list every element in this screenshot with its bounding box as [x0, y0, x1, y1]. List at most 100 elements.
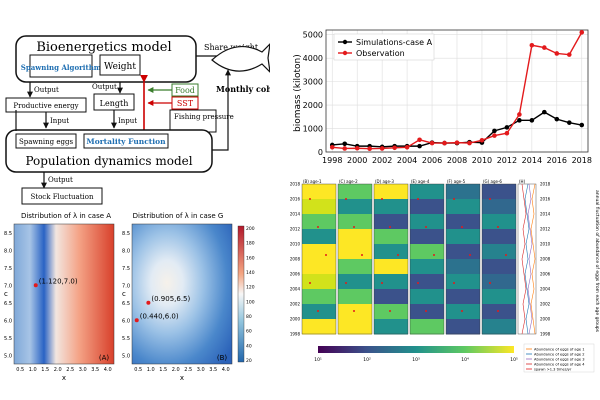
colorbar-tick-label: 20 [246, 358, 252, 364]
spawn-marker [453, 282, 455, 284]
spawn-marker [345, 282, 347, 284]
input-label-2: Input [118, 117, 137, 125]
series-point-1 [329, 145, 335, 150]
colorbar-tick-label: 40 [246, 343, 252, 349]
abundance-panel-frame [517, 183, 537, 335]
ylabel-b: c [122, 290, 126, 298]
x-tick-label: 2014 [522, 156, 542, 165]
y-tick-label: 2004 [290, 287, 301, 292]
xlabel-b: x [180, 374, 184, 382]
spawn-marker [453, 198, 455, 200]
x-tick-label: 2008 [447, 156, 467, 165]
y-tick-label: 2008 [290, 257, 301, 262]
mortality-function-box [83, 133, 169, 149]
spawn-marker [397, 254, 399, 256]
series-point-1 [467, 140, 472, 146]
heat-cell [338, 289, 372, 305]
age-right-ylabel: annual fluctuation of abundance of eggs … [594, 190, 600, 333]
heat-cell [410, 319, 444, 335]
y-tick-label-right: 2008 [540, 257, 551, 262]
spawn-marker [417, 198, 419, 200]
series-point-1 [579, 30, 585, 35]
heat-cell [482, 304, 516, 320]
y-tick-label: 8.5 [4, 231, 12, 237]
series-point-1 [454, 140, 460, 145]
age-panel-title: (E) age-4 [411, 179, 430, 184]
series-point-1 [492, 133, 497, 138]
heat-cell [374, 244, 408, 260]
series-point-0 [529, 118, 535, 123]
heat-cell [338, 184, 372, 200]
y-tick-label: 2016 [290, 197, 301, 202]
xlabel-a: x [62, 374, 66, 382]
spawn-marker [461, 310, 463, 312]
heat-cell [338, 259, 372, 275]
heat-cell [482, 289, 516, 305]
x-tick-label: 2012 [497, 156, 517, 165]
y-tick-label-right: 2002 [540, 302, 551, 307]
abundance-line [524, 183, 530, 335]
y-tick-label: 5.0 [122, 353, 130, 359]
heat-cell [410, 229, 444, 245]
heat-cell [446, 229, 480, 245]
x-tick-label: 0.5 [16, 367, 24, 373]
heat-cell [482, 274, 516, 290]
y-tick-label: 7.0 [122, 283, 130, 289]
x-tick-label: 3.5 [209, 367, 217, 373]
age-legend-box [523, 343, 595, 373]
length-label: Length [100, 99, 129, 108]
x-tick-label: 1.0 [147, 367, 155, 373]
age-panel-frame [337, 183, 373, 335]
sst-label: SST [177, 99, 194, 108]
heat-cell [374, 199, 408, 215]
heat-cell [374, 274, 408, 290]
y-tick-label: 1998 [290, 332, 301, 337]
heatmap-area-b [131, 223, 233, 365]
series-point-1 [517, 112, 522, 117]
heat-cell [410, 304, 444, 320]
series-point-1 [404, 145, 410, 150]
spawn-marker [309, 282, 311, 284]
ylabel-a: c [4, 290, 8, 298]
fishing-pressure-label: Fishing pressure [174, 113, 234, 121]
egg-abundance-age-panels: (B) age-1 (C) age-2 (D) age-3 (E) age-4 (F) … [290, 179, 600, 373]
heat-cell [374, 214, 408, 230]
x-tick-label: 3.5 [91, 367, 99, 373]
annotation-label: (0.440,6.0) [140, 312, 179, 320]
y-tick-label: 7.5 [122, 266, 130, 272]
age-panel-frame [445, 183, 481, 335]
y-tick-label: 5.5 [4, 336, 12, 342]
abundance-line [521, 183, 527, 335]
plot-frame [325, 29, 589, 153]
annotation-point [146, 300, 151, 305]
legend-marker [342, 39, 348, 45]
series-point-1 [529, 42, 535, 48]
lambda-heatmap-case-a: Distribution of λ in case A 0.5 1.0 1.5 2.0… [4, 212, 115, 382]
x-tick-label: 1.5 [159, 367, 167, 373]
y-tick-label-right: 2004 [540, 287, 551, 292]
spawn-marker [325, 254, 327, 256]
heat-cell [374, 319, 408, 335]
age-panel-frame [409, 183, 445, 335]
y-tick-label: 3000 [303, 78, 323, 87]
y-tick-label: 2006 [290, 272, 301, 277]
heat-cell [410, 274, 444, 290]
series-point-0 [417, 143, 422, 149]
y-tick-label: 7.5 [4, 266, 12, 272]
x-tick-label: 2006 [422, 156, 442, 165]
age-panel-title: (F) age-5 [447, 179, 466, 184]
x-tick-label: 1998 [322, 156, 342, 165]
heat-cell [446, 304, 480, 320]
spawn-marker [353, 226, 355, 228]
heat-cell [446, 259, 480, 275]
spawn-marker [381, 198, 383, 200]
heatmap-area-a [13, 223, 115, 365]
heat-cell [482, 244, 516, 260]
abundance-line [530, 183, 536, 335]
x-tick-label: 2.0 [54, 367, 62, 373]
y-tick-label-right: 2012 [540, 227, 551, 232]
heat-cell [410, 259, 444, 275]
panel-label-a: (A) [99, 354, 110, 362]
heat-cell [338, 304, 372, 320]
abundance-line [527, 183, 533, 335]
